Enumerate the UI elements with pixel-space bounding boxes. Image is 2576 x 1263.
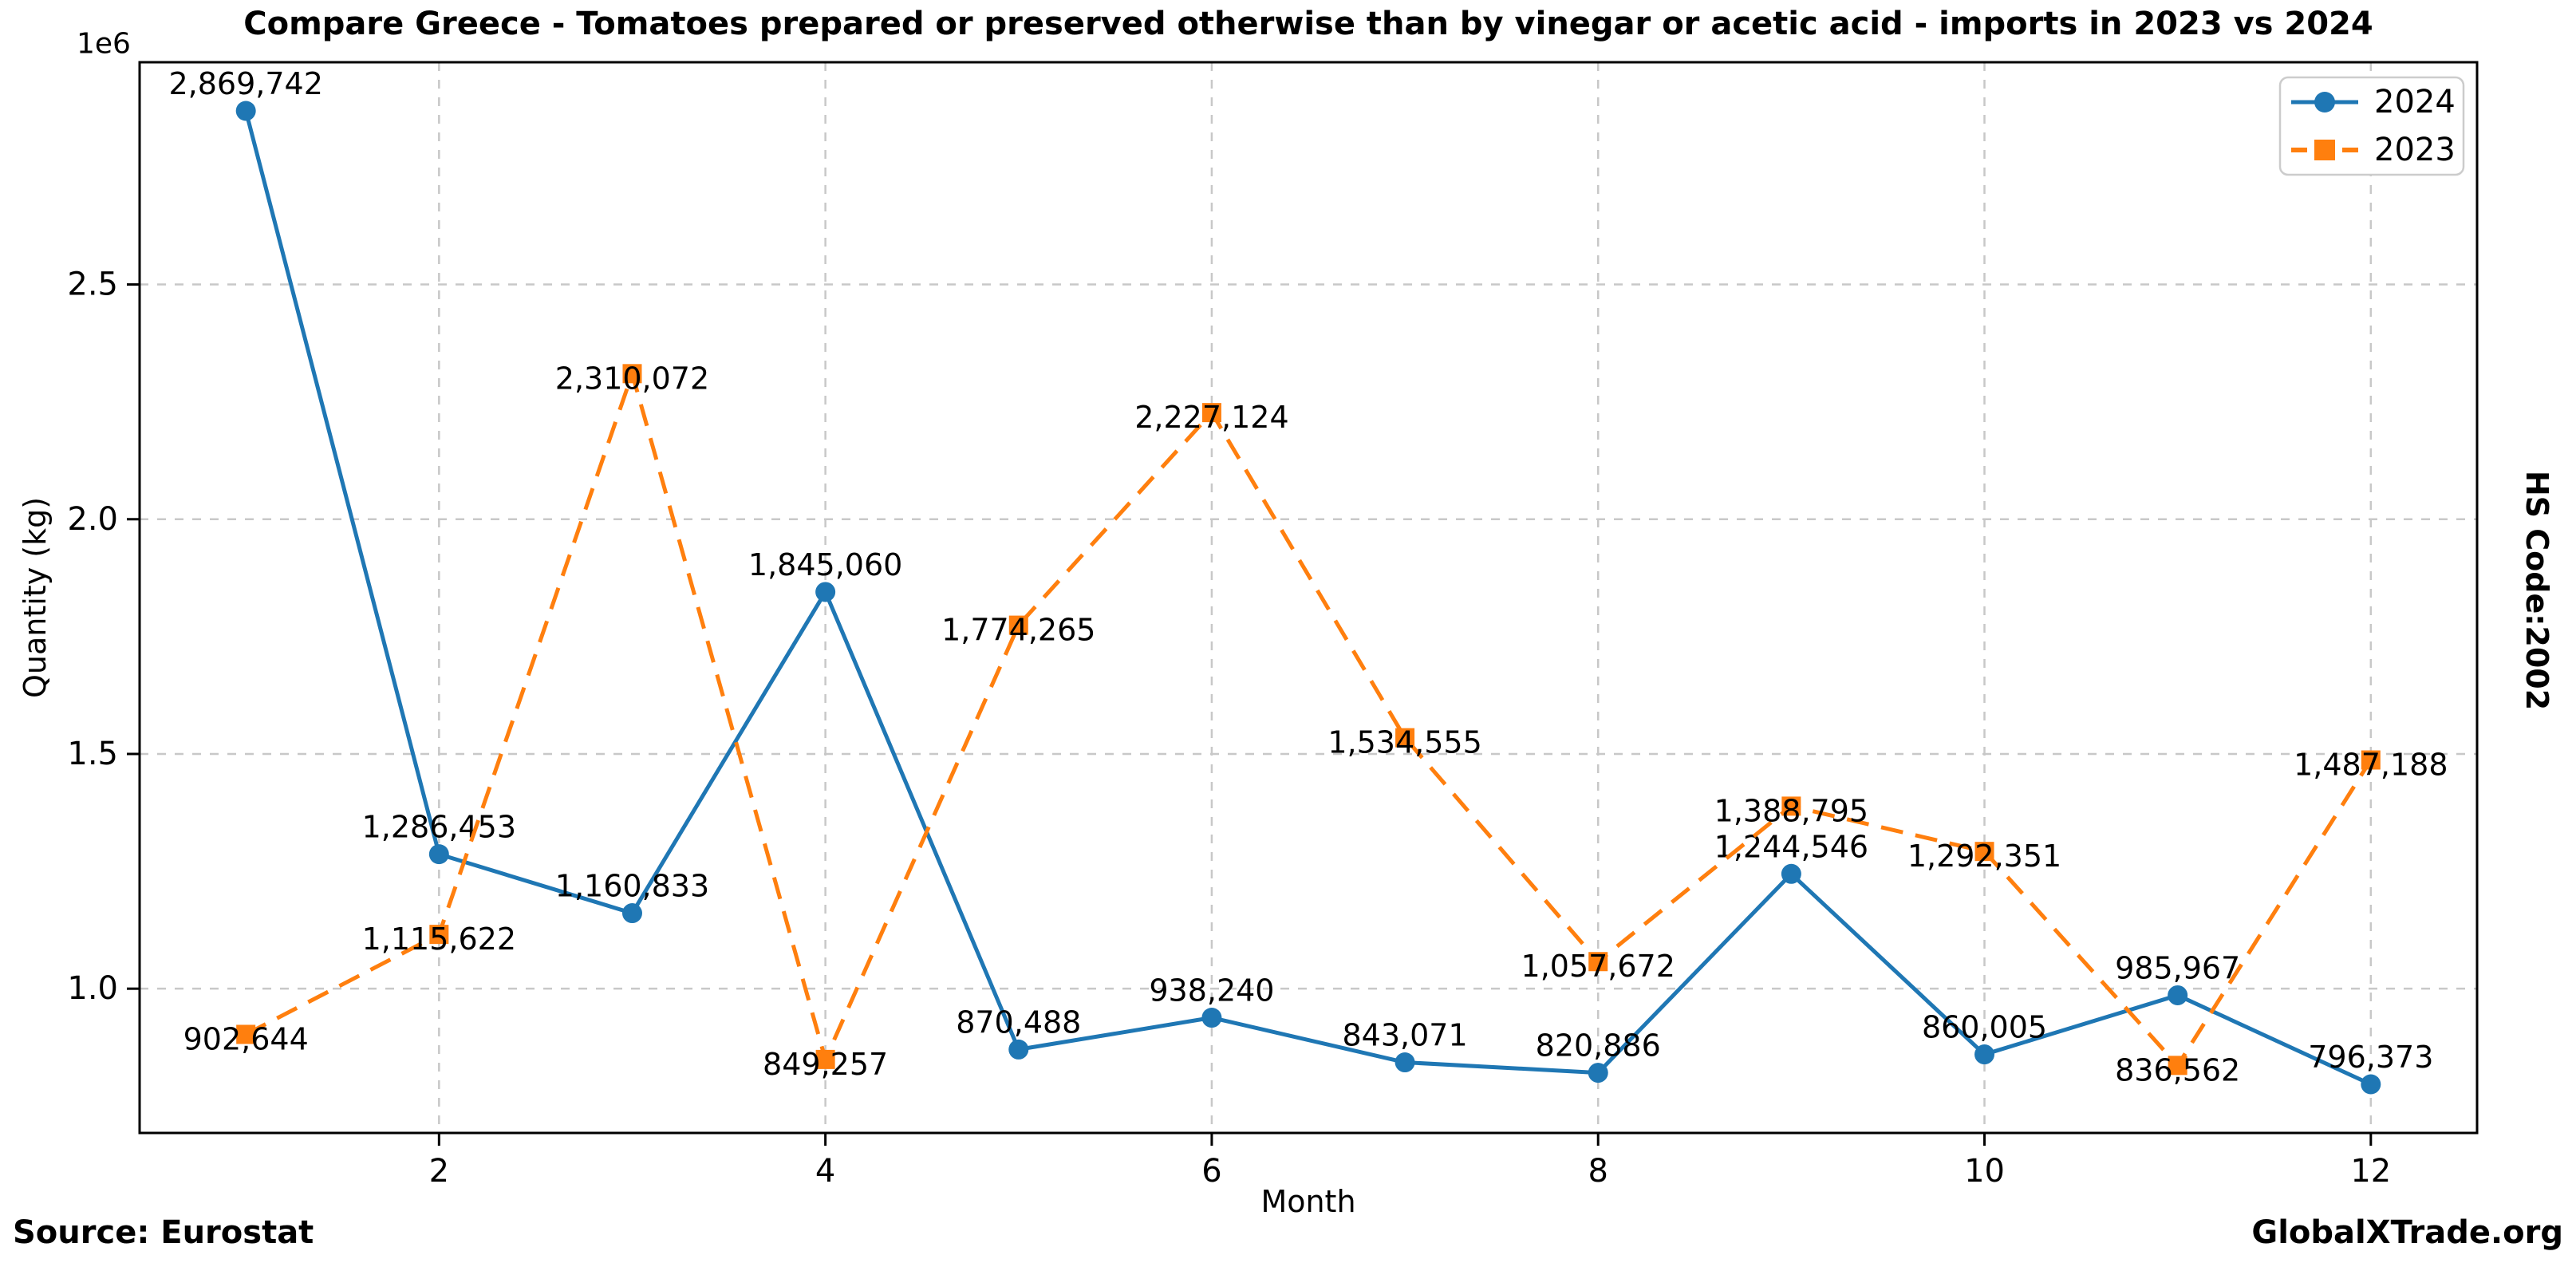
legend: 2024 2023 (2278, 76, 2465, 176)
marker-2023-m12 (2361, 750, 2381, 770)
plot-layer: 1.0 1.5 2.0 2.5 2 4 6 8 10 12 2,869,742 1,286,453 1,… (67, 61, 2479, 1190)
marker-2024-m12 (2361, 1074, 2381, 1095)
legend-label-2023: 2023 (2374, 132, 2456, 168)
legend-marker-circle-icon (2314, 92, 2335, 112)
y-axis-offset-text: 1e6 (77, 28, 131, 61)
ytick-label-2: 2.0 (67, 501, 118, 538)
data-label-2023-m8: 1,057,672 (1521, 949, 1675, 984)
ytick-label-2.5: 2.5 (67, 266, 118, 303)
data-label-2023-m2: 1,115,622 (362, 922, 516, 957)
marker-2024-m7 (1395, 1052, 1415, 1073)
legend-label-2024: 2024 (2374, 84, 2456, 120)
marker-2023-m3 (622, 364, 642, 384)
marker-2023-m2 (429, 925, 449, 945)
data-label-2023-m10: 1,292,351 (1907, 839, 2061, 874)
legend-item-2024: 2024 (2291, 84, 2456, 120)
data-label-2023-m4: 849,257 (763, 1047, 888, 1082)
marker-2023-m9 (1781, 796, 1801, 816)
marker-2024-m5 (1008, 1039, 1029, 1060)
plot-spines (138, 61, 2479, 1135)
data-label-2024-m11: 985,967 (2115, 950, 2240, 985)
legend-marker-square-icon (2314, 140, 2335, 160)
data-label-2023-m9: 1,388,795 (1714, 793, 1868, 828)
marker-2024-m9 (1781, 863, 1801, 884)
data-label-2023-m7: 1,534,555 (1327, 725, 1481, 760)
data-label-2024-m6: 938,240 (1149, 973, 1274, 1008)
hs-code-label: HS Code:2002 (2519, 471, 2554, 710)
xtick-label-12: 12 (2350, 1153, 2391, 1190)
series-line-2024 (243, 110, 2372, 1087)
ytick-label-1: 1.0 (67, 970, 118, 1007)
data-label-2024-m2: 1,286,453 (362, 810, 516, 845)
marker-2024-m1 (235, 101, 256, 121)
data-label-2024-m8: 820,886 (1536, 1028, 1661, 1064)
data-label-2024-m9: 1,244,546 (1714, 829, 1868, 864)
data-label-2023-m5: 1,774,265 (941, 613, 1095, 648)
marker-2023-m11 (2168, 1056, 2187, 1076)
marker-2023-m5 (1008, 615, 1028, 635)
marker-2023-m8 (1588, 952, 1608, 972)
y-axis-title: Quantity (kg) (18, 497, 53, 698)
data-label-2024-m7: 843,071 (1343, 1018, 1468, 1053)
data-label-2023-m6: 2,227,124 (1134, 400, 1288, 435)
marker-2023-m1 (236, 1024, 256, 1044)
marker-2023-m4 (815, 1049, 835, 1069)
data-label-2024-m5: 870,488 (956, 1004, 1081, 1040)
data-label-2024-m12: 796,373 (2308, 1040, 2433, 1075)
data-label-2024-m1: 2,869,742 (168, 66, 322, 101)
xtick-label-2: 2 (429, 1153, 449, 1190)
x-axis-title: Month (1260, 1184, 1355, 1219)
marker-2024-m6 (1201, 1008, 1222, 1028)
data-label-2023-m12: 1,487,188 (2294, 748, 2448, 783)
ytick-label-1.5: 1.5 (67, 736, 118, 772)
marker-2024-m8 (1588, 1063, 1608, 1083)
data-label-2024-m3: 1,160,833 (555, 869, 709, 904)
source-note: Source: Eurostat (13, 1214, 314, 1251)
marker-2024-m3 (621, 903, 642, 924)
series-line-2023 (245, 371, 2373, 1068)
marker-2023-m10 (1974, 842, 1994, 862)
xtick-label-4: 4 (815, 1153, 835, 1190)
chart-title: Compare Greece - Tomatoes prepared or pr… (243, 6, 2373, 42)
data-label-2023-m11: 836,562 (2115, 1052, 2240, 1087)
xtick-label-6: 6 (1201, 1153, 1221, 1190)
data-label-2024-m10: 860,005 (1922, 1010, 2047, 1045)
marker-2023-m6 (1201, 403, 1221, 423)
legend-item-2023: 2023 (2291, 132, 2456, 168)
data-label-2023-m1: 902,644 (183, 1021, 309, 1056)
marker-2023-m7 (1395, 728, 1415, 748)
data-label-2023-m3: 2,310,072 (555, 361, 709, 396)
marker-2024-m10 (1974, 1044, 1995, 1065)
marker-2024-m2 (428, 844, 449, 865)
data-label-2024-m4: 1,845,060 (748, 547, 902, 582)
marker-2024-m4 (815, 582, 836, 602)
brand-note: GlobalXTrade.org (2251, 1214, 2563, 1251)
xtick-label-10: 10 (1964, 1153, 2005, 1190)
marker-2024-m11 (2168, 985, 2188, 1005)
xtick-label-8: 8 (1588, 1153, 1608, 1190)
